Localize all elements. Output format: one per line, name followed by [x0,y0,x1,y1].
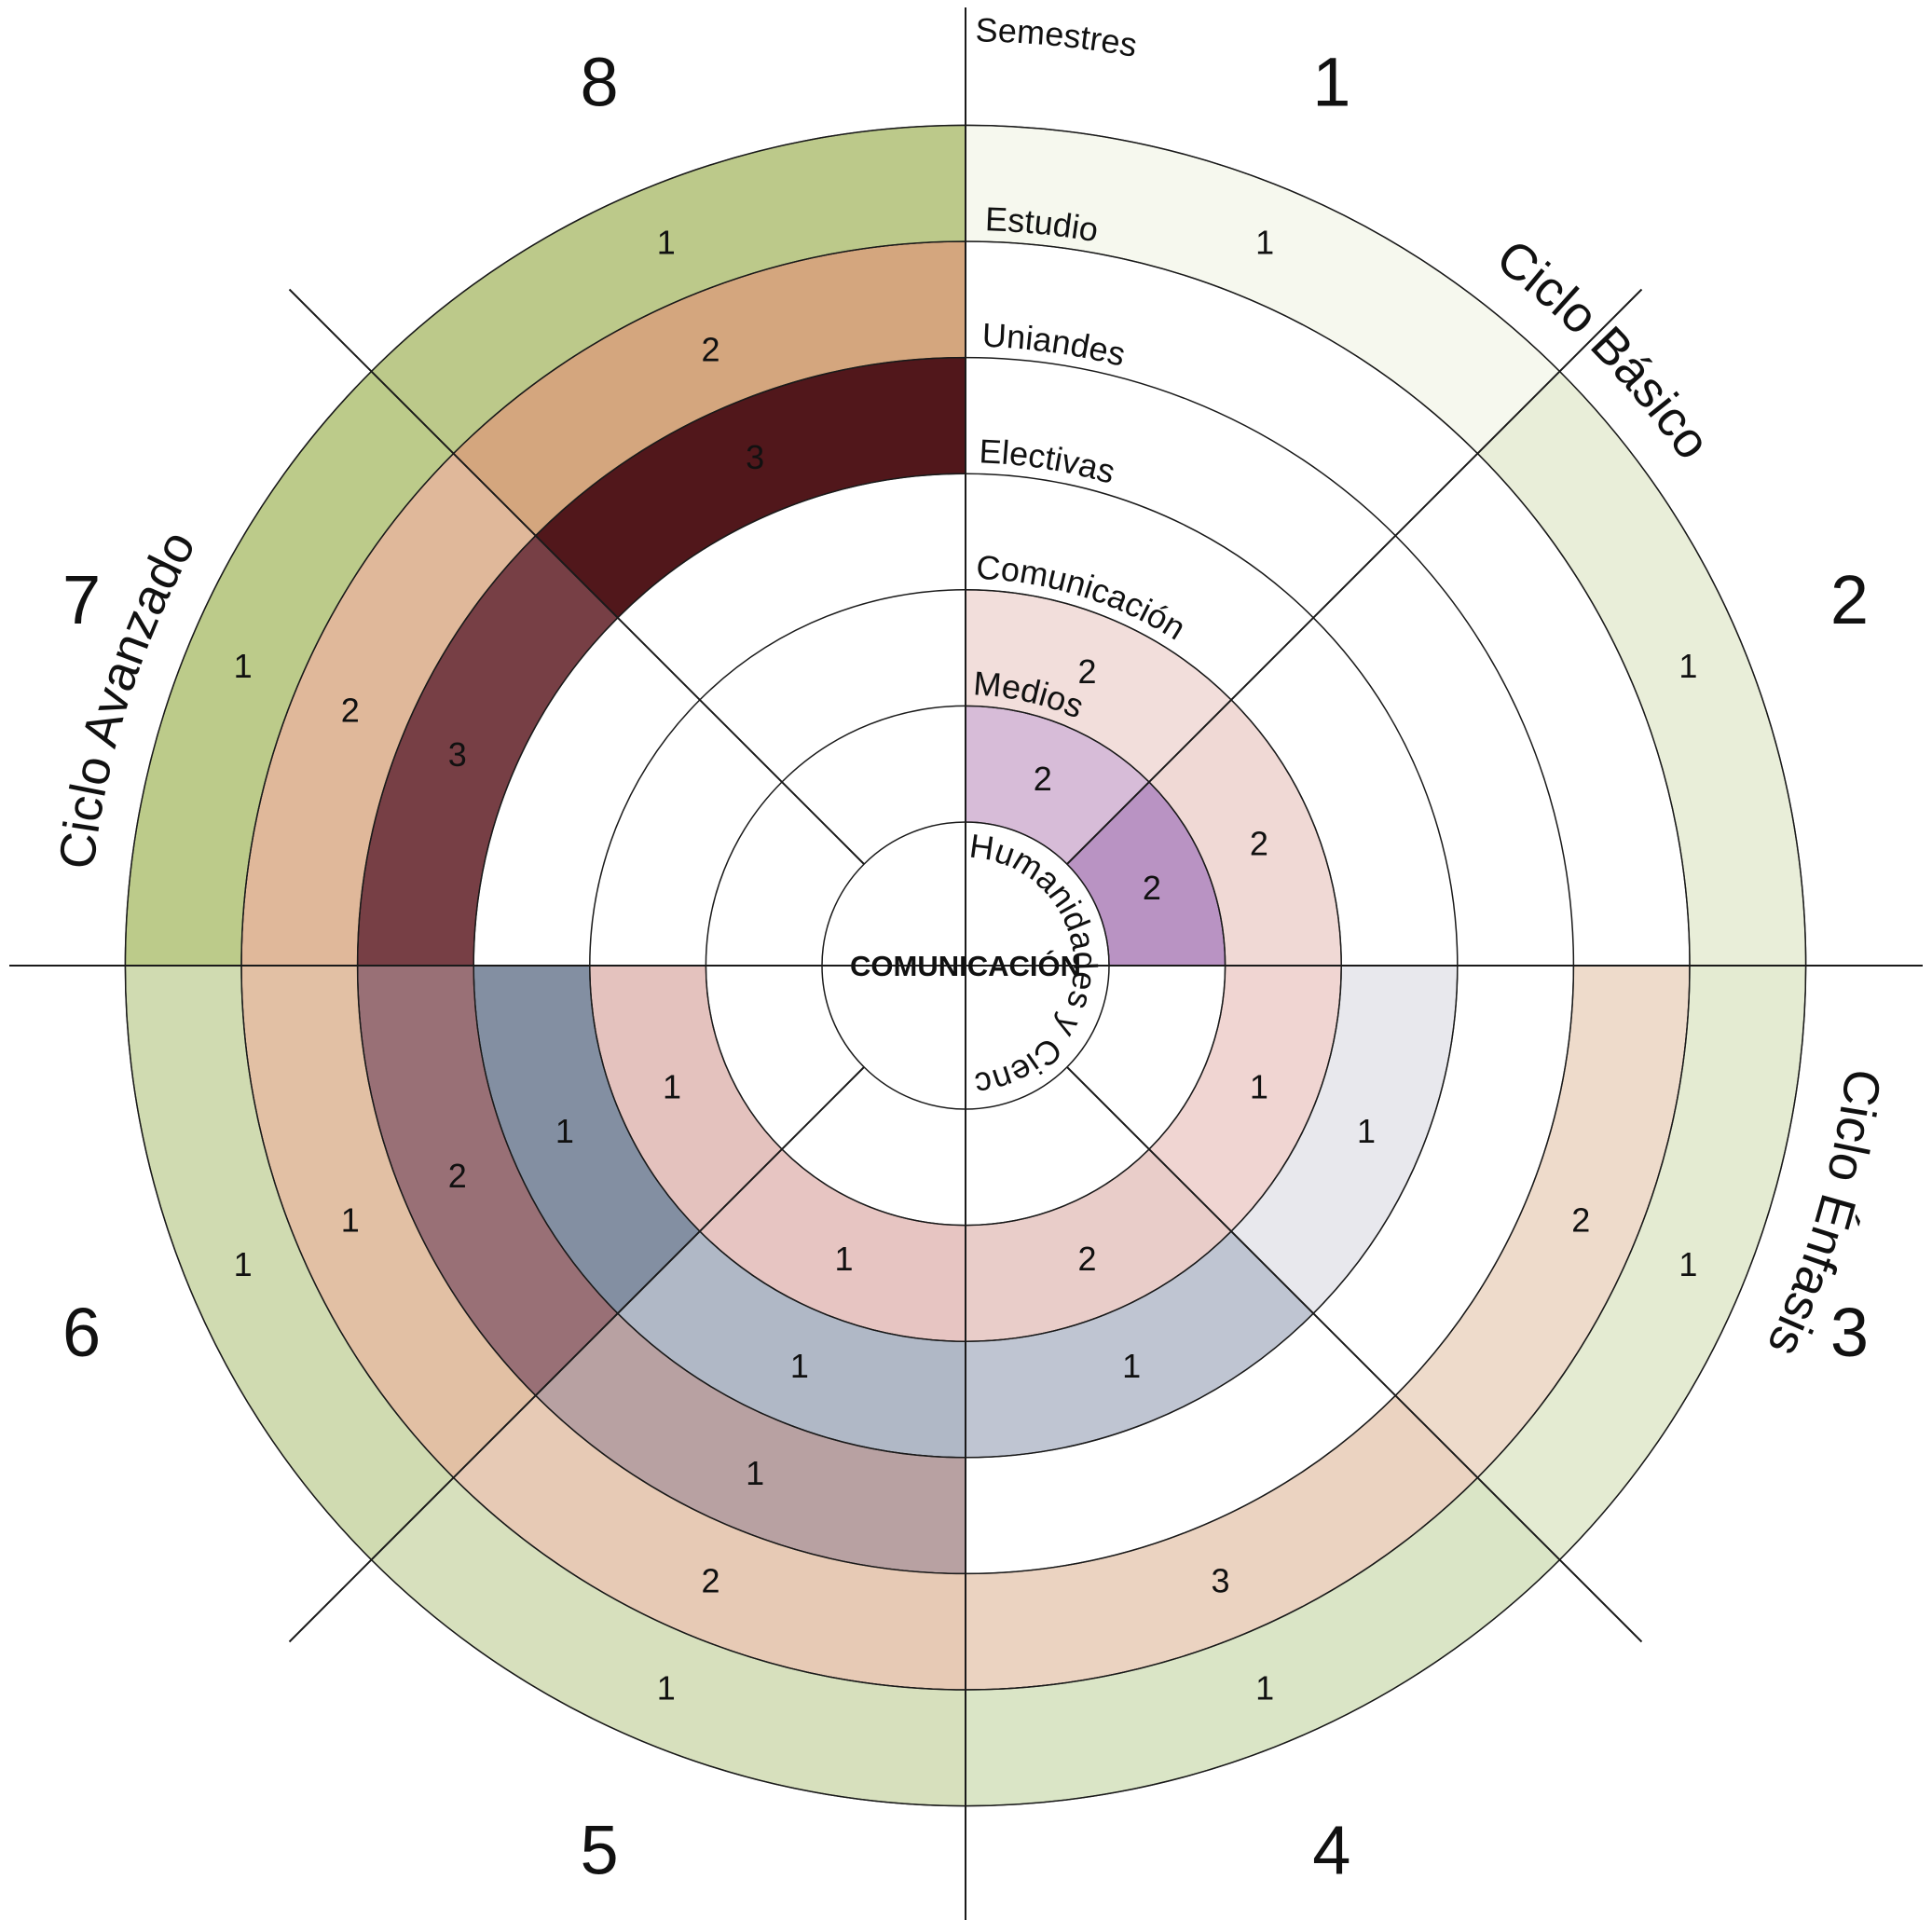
cell-value-ring2-sem5: 1 [835,1240,854,1278]
cell-value-ring5-sem4: 3 [1211,1561,1229,1599]
cell-value-ring5-sem8: 2 [701,331,719,369]
semester-label-8: 8 [581,44,619,121]
cell-value-ring6-sem8: 1 [657,224,676,262]
cell-value-ring4-sem7: 3 [448,735,467,774]
cell-value-ring1-sem1: 2 [1034,760,1052,798]
cell-value-ring6-sem3: 1 [1679,1245,1697,1283]
cell-value-ring2-sem2: 2 [1250,825,1268,863]
cell-value-ring4-sem5: 1 [746,1454,764,1492]
cell-value-ring4-sem8: 3 [746,438,764,476]
cell-value-ring2-sem1: 2 [1077,652,1096,691]
cell-value-ring3-sem5: 1 [790,1347,809,1385]
cell-ring6-sem1 [965,124,1561,455]
spoke-315 [288,288,865,865]
semester-label-2: 2 [1830,561,1869,638]
ring-label-uniandes: Uniandes [981,316,1130,374]
cell-value-ring5-sem6: 1 [341,1201,360,1240]
cell-value-ring2-sem4: 2 [1077,1240,1096,1278]
cell-value-ring6-sem6: 1 [234,1245,253,1283]
semester-label-6: 6 [62,1294,101,1371]
semester-label-7: 7 [62,561,101,638]
cell-value-ring3-sem6: 1 [555,1112,574,1150]
spoke-135 [1066,1066,1643,1643]
cell-value-ring3-sem4: 1 [1122,1347,1141,1385]
cell-ring6-sem2 [1476,370,1807,967]
semester-cells [124,124,1807,1807]
cell-value-ring6-sem7: 1 [234,647,253,685]
cell-value-ring6-sem5: 1 [657,1668,676,1707]
cell-values: 2 2 2 2 1 2 1 1 1 1 1 1 1 2 3 3 2 3 2 1 2 2 1 1 1 1 1 1 1 1 [234,224,1698,1707]
cell-value-ring5-sem3: 2 [1571,1201,1590,1240]
cell-value-ring2-sem6: 1 [663,1067,681,1105]
spoke-45 [1066,288,1643,865]
cell-value-ring6-sem1: 1 [1255,224,1274,262]
cell-value-ring5-sem7: 2 [341,691,360,729]
cell-value-ring6-sem2: 1 [1679,647,1697,685]
ring-label-electivas: Electivas [979,432,1119,491]
semester-label-5: 5 [581,1811,619,1888]
semester-label-3: 3 [1830,1294,1869,1371]
cell-value-ring1-sem2: 2 [1143,869,1161,907]
semester-label-1: 1 [1312,44,1350,121]
cell-value-ring6-sem4: 1 [1255,1668,1274,1707]
cell-value-ring2-sem3: 1 [1250,1067,1268,1105]
cell-value-ring4-sem6: 2 [448,1157,467,1195]
cell-value-ring5-sem5: 2 [701,1561,719,1599]
axis-label-semestres: Semestres [975,10,1140,64]
semester-dividers [9,7,1923,1920]
semester-label-4: 4 [1312,1811,1350,1888]
cell-value-ring3-sem3: 1 [1357,1112,1376,1150]
spoke-225 [288,1066,865,1643]
semester-labels: 1 2 3 4 5 6 7 8 [62,44,1869,1889]
center-title: COMUNICACIÓN [850,949,1081,982]
